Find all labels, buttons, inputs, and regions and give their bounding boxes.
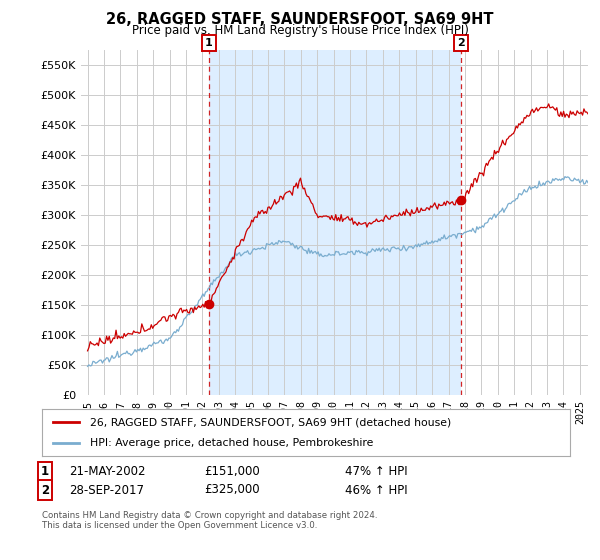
Text: 46% ↑ HPI: 46% ↑ HPI [345,483,407,497]
Text: £325,000: £325,000 [204,483,260,497]
Text: 21-MAY-2002: 21-MAY-2002 [69,465,146,478]
Text: 26, RAGGED STAFF, SAUNDERSFOOT, SA69 9HT: 26, RAGGED STAFF, SAUNDERSFOOT, SA69 9HT [106,12,494,27]
Text: 2: 2 [457,38,465,48]
Text: HPI: Average price, detached house, Pembrokeshire: HPI: Average price, detached house, Pemb… [89,438,373,448]
Text: 2: 2 [41,483,49,497]
Text: 1: 1 [41,465,49,478]
Text: 26, RAGGED STAFF, SAUNDERSFOOT, SA69 9HT (detached house): 26, RAGGED STAFF, SAUNDERSFOOT, SA69 9HT… [89,417,451,427]
Text: 47% ↑ HPI: 47% ↑ HPI [345,465,407,478]
Bar [209,50,461,395]
Text: Price paid vs. HM Land Registry's House Price Index (HPI): Price paid vs. HM Land Registry's House … [131,24,469,37]
Text: 28-SEP-2017: 28-SEP-2017 [69,483,144,497]
Text: Contains HM Land Registry data © Crown copyright and database right 2024.
This d: Contains HM Land Registry data © Crown c… [42,511,377,530]
Text: 1: 1 [205,38,212,48]
Text: £151,000: £151,000 [204,465,260,478]
